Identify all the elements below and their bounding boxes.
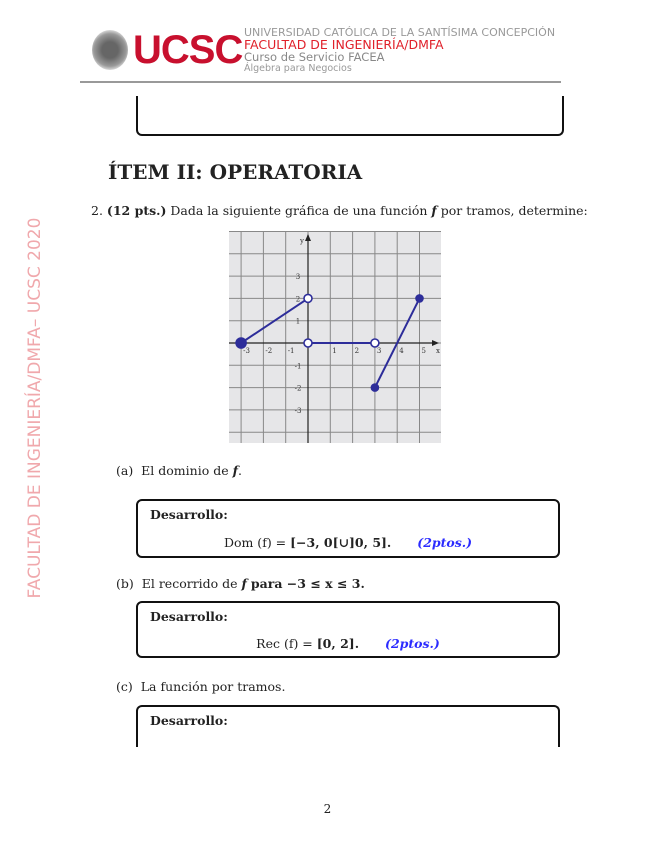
item-a: (a) El dominio de f. — [116, 463, 242, 478]
function-var: f — [431, 203, 437, 218]
university-seal-logo — [92, 30, 128, 70]
closed-point — [415, 294, 424, 303]
item-text: El recorrido de — [141, 576, 238, 591]
item-text: La función por tramos. — [140, 679, 286, 694]
box-label: Desarrollo: — [150, 713, 228, 728]
answer-prefix: Rec (f) = — [256, 636, 317, 651]
box-label: Desarrollo: — [150, 609, 228, 624]
item-label: (b) — [116, 576, 134, 591]
x-tick-label: 4 — [399, 347, 404, 355]
y-tick-label: -3 — [295, 407, 302, 415]
function-segment-1 — [240, 297, 309, 344]
header-rule — [80, 81, 561, 83]
item-tail: . — [237, 463, 242, 478]
question-points: (12 pts.) — [106, 203, 167, 218]
y-tick-label: 1 — [296, 318, 300, 326]
open-point — [303, 338, 313, 348]
x-tick-label: 1 — [332, 347, 336, 355]
side-watermark: FACULTAD DE INGENIERÍA/DMFA– UCSC 2020 — [25, 217, 45, 599]
ucsc-logo: UCSC — [133, 28, 243, 72]
answer-value: [0, 2]. — [316, 636, 360, 651]
question-number: 2. — [91, 203, 103, 218]
item-c: (c) La función por tramos. — [116, 679, 285, 694]
item-math: f — [241, 576, 247, 591]
answer-prefix: Dom (f) = — [223, 535, 291, 550]
item-math: f — [232, 463, 238, 478]
question-text: Dada la siguiente gráfica de una función — [170, 203, 428, 218]
x-tick-label: 5 — [422, 347, 426, 355]
x-axis-arrow — [432, 340, 439, 346]
answer-value: [−3, 0[∪]0, 5]. — [290, 535, 392, 550]
item-b: (b) El recorrido de f para −3 ≤ x ≤ 3. — [116, 576, 365, 591]
closed-point — [235, 337, 247, 349]
x-tick-label: -2 — [265, 347, 272, 355]
course-service: Curso de Servicio FACEA — [244, 50, 385, 64]
box-label: Desarrollo: — [150, 507, 228, 522]
closed-point — [370, 383, 380, 392]
function-segment-3 — [374, 297, 421, 389]
plot-background — [229, 231, 441, 443]
previous-answer-box — [136, 96, 564, 136]
item-text: El dominio de — [141, 463, 229, 478]
open-point — [303, 293, 313, 304]
faculty-name: FACULTAD DE INGENIERÍA/DMFA — [244, 37, 444, 52]
course-name: Álgebra para Negocios — [244, 63, 352, 74]
y-tick-label: 2 — [296, 295, 300, 303]
y-tick-label: -2 — [295, 385, 302, 393]
answer-box-b: Desarrollo: Rec (f) = [0, 2]. (2ptos.) — [136, 601, 560, 658]
section-title: ÍTEM II: OPERATORIA — [108, 160, 363, 184]
open-point — [370, 338, 380, 348]
y-axis-arrow — [305, 234, 311, 241]
points-label: (2ptos.) — [385, 636, 440, 651]
question-2: 2. (12 pts.) Dada la siguiente gráfica d… — [91, 203, 588, 218]
y-tick-label: -1 — [295, 362, 302, 370]
item-label: (c) — [116, 679, 133, 694]
piecewise-function-graph: -3 -2 -1 1 2 3 4 5 3 2 1 -1 -2 -3 x y — [229, 231, 441, 443]
x-tick-label: 2 — [355, 347, 359, 355]
university-name: UNIVERSIDAD CATÓLICA DE LA SANTÍSIMA CON… — [244, 26, 556, 39]
x-axis-label: x — [436, 347, 440, 355]
x-tick-label: 3 — [377, 347, 381, 355]
question-text-2: por tramos, determine: — [440, 203, 588, 218]
points-label: (2ptos.) — [417, 535, 473, 550]
item-tail: para −3 ≤ x ≤ 3. — [250, 576, 365, 591]
item-label: (a) — [116, 463, 134, 478]
answer-box-c: Desarrollo: — [136, 705, 560, 747]
y-tick-label: 3 — [296, 273, 300, 281]
x-tick-label: -1 — [288, 347, 295, 355]
y-axis-label: y — [299, 237, 304, 245]
answer-box-a: Desarrollo: Dom (f) = [−3, 0[∪]0, 5]. (2p… — [136, 499, 560, 558]
page-number: 2 — [323, 802, 332, 816]
x-tick-label: -3 — [243, 347, 250, 355]
